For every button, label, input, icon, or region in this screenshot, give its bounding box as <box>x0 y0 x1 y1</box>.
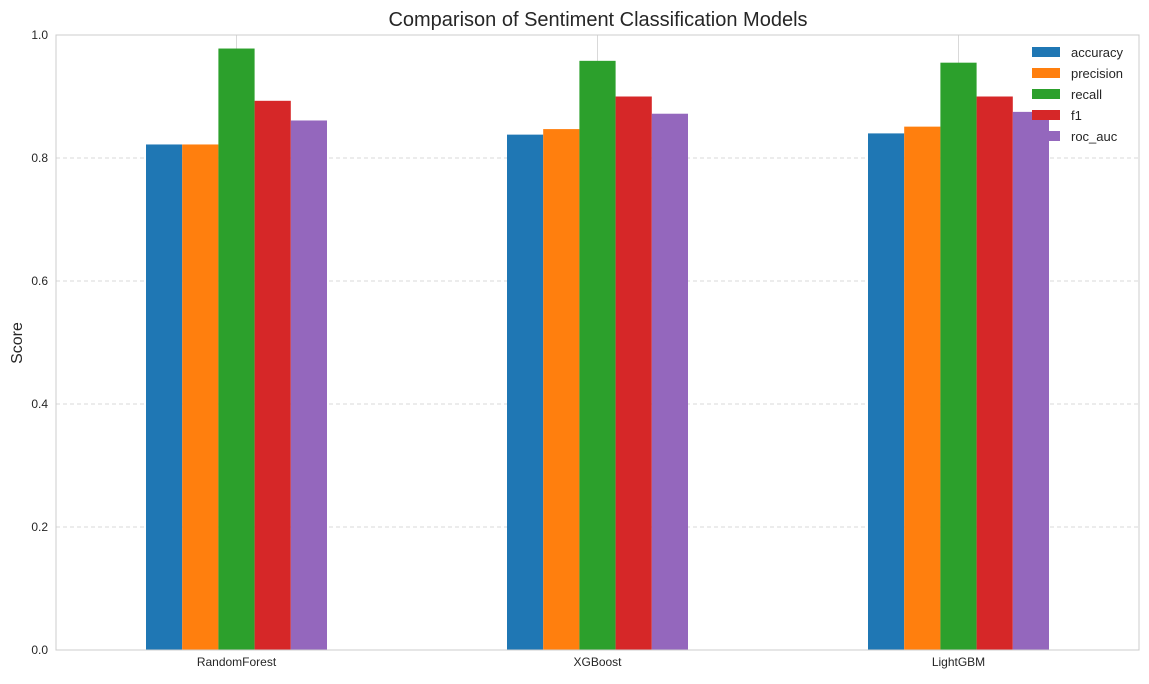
legend: accuracy precision recall f1 roc_auc <box>1032 45 1124 144</box>
y-tick-label: 1.0 <box>31 28 48 42</box>
bar-roc_auc-XGBoost <box>651 113 688 651</box>
legend-swatch-roc_auc <box>1032 131 1060 141</box>
legend-label-precision: precision <box>1071 66 1123 81</box>
legend-swatch-f1 <box>1032 110 1060 120</box>
legend-swatch-accuracy <box>1032 47 1060 57</box>
bar-accuracy-LightGBM <box>868 133 905 650</box>
bar-precision-RandomForest <box>182 144 219 650</box>
bar-roc_auc-RandomForest <box>290 120 327 651</box>
bar-recall-RandomForest <box>218 48 255 650</box>
bar-recall-XGBoost <box>579 60 616 650</box>
y-tick-label: 0.8 <box>31 151 48 165</box>
y-tick-label: 0.2 <box>31 520 48 534</box>
y-axis-label: Score <box>9 322 26 364</box>
legend-label-roc_auc: roc_auc <box>1071 129 1118 144</box>
bar-f1-XGBoost <box>615 96 652 650</box>
x-tick-label: XGBoost <box>573 655 622 669</box>
legend-label-recall: recall <box>1071 87 1102 102</box>
plot-frame <box>55 34 1140 651</box>
bar-roc_auc-LightGBM <box>1012 111 1049 650</box>
y-tick-label: 0.6 <box>31 274 48 288</box>
bar-f1-RandomForest <box>254 100 291 651</box>
legend-label-accuracy: accuracy <box>1071 45 1124 60</box>
bar-accuracy-RandomForest <box>146 144 183 650</box>
bar-recall-LightGBM <box>940 62 977 651</box>
bar-accuracy-XGBoost <box>507 134 544 650</box>
legend-label-f1: f1 <box>1071 108 1082 123</box>
y-tick-label: 0.4 <box>31 397 48 411</box>
x-tick-label: RandomForest <box>197 655 277 669</box>
bar-precision-LightGBM <box>904 126 941 650</box>
legend-swatch-recall <box>1032 89 1060 99</box>
x-tick-label: LightGBM <box>932 655 985 669</box>
bar-f1-LightGBM <box>976 96 1013 650</box>
bars-layer <box>146 48 1049 651</box>
bar-precision-XGBoost <box>543 129 580 651</box>
legend-swatch-precision <box>1032 68 1060 78</box>
ticks-layer: 0.0 0.2 0.4 0.6 0.8 1.0 RandomForest XGBoost Lig… <box>31 28 985 669</box>
chart-title: Comparison of Sentiment Classification M… <box>388 9 807 31</box>
y-tick-label: 0.0 <box>31 643 48 657</box>
